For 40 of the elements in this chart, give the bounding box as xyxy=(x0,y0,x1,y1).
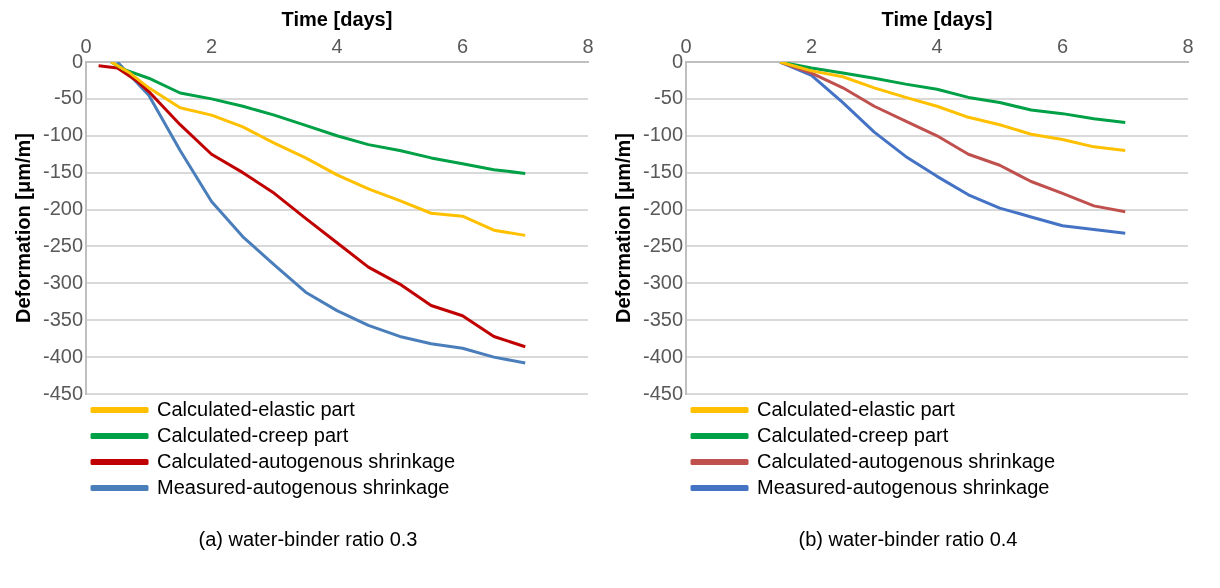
y-axis-title: Deformation [μm/m] xyxy=(611,132,634,324)
x-tick-label: 8 xyxy=(582,34,594,57)
x-tick-label: 2 xyxy=(205,34,218,57)
x-tick-label: 6 xyxy=(456,34,469,57)
x-axis-title: Time [days] xyxy=(281,7,393,30)
y-tick-label: -100 xyxy=(43,123,84,146)
y-tick-label: -450 xyxy=(43,381,84,404)
y-tick-label: -150 xyxy=(643,160,684,183)
legend-label: Measured-autogenous shrinkage xyxy=(757,475,1050,498)
legend-label: Calculated-autogenous shrinkage xyxy=(157,449,456,472)
y-tick-label: -200 xyxy=(43,197,84,220)
y-tick-label: -50 xyxy=(54,86,84,109)
y-tick-label: -450 xyxy=(643,381,684,404)
y-tick-label: -250 xyxy=(643,233,684,256)
legend-label: Calculated-autogenous shrinkage xyxy=(757,449,1056,472)
y-tick-label: -400 xyxy=(43,344,84,367)
y-tick-label: -350 xyxy=(643,307,684,330)
x-tick-label: 6 xyxy=(1056,34,1069,57)
y-tick-label: -150 xyxy=(43,160,84,183)
legend-label: Measured-autogenous shrinkage xyxy=(157,475,450,498)
legend-label: Calculated-creep part xyxy=(157,423,349,446)
y-tick-label: -300 xyxy=(643,270,684,293)
x-tick-label: 4 xyxy=(331,34,343,57)
y-axis-title: Deformation [μm/m] xyxy=(11,132,34,324)
y-tick-label: -400 xyxy=(643,344,684,367)
legend-label: Calculated-creep part xyxy=(757,423,949,446)
y-tick-label: -350 xyxy=(43,307,84,330)
y-tick-label: -200 xyxy=(643,197,684,220)
y-tick-label: -50 xyxy=(654,86,684,109)
y-tick-label: -100 xyxy=(643,123,684,146)
x-axis-title: Time [days] xyxy=(881,7,993,30)
legend-label: Calculated-elastic part xyxy=(157,397,356,420)
y-tick-label: -250 xyxy=(43,233,84,256)
x-tick-label: 8 xyxy=(1182,34,1194,57)
text: (a) water-binder ratio 0.3 xyxy=(197,528,419,551)
text: (b) water-binder ratio 0.4 xyxy=(797,528,1019,551)
legend-label: Calculated-elastic part xyxy=(757,397,956,420)
x-tick-label: 2 xyxy=(805,34,818,57)
x-tick-label: 4 xyxy=(931,34,943,57)
y-tick-label: -300 xyxy=(43,270,84,293)
